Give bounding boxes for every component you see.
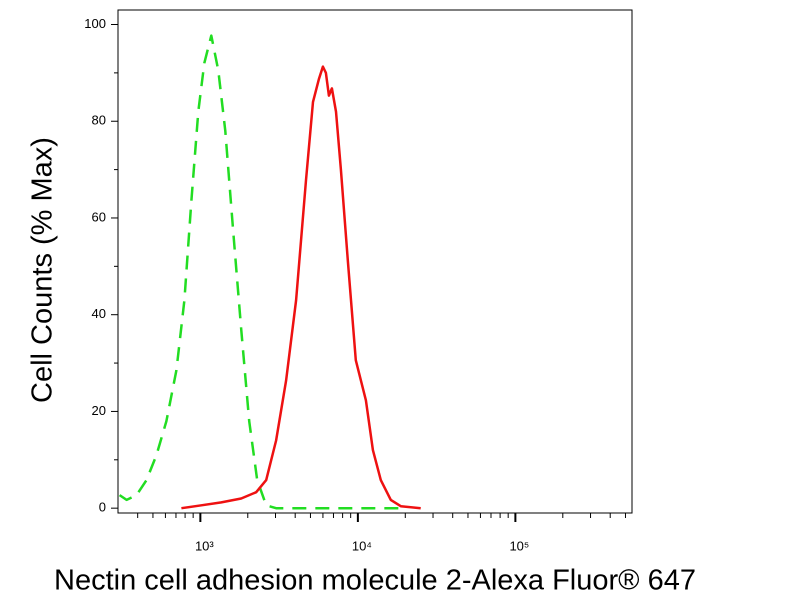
y-tick-label: 20 bbox=[92, 403, 106, 418]
x-axis-label: Nectin cell adhesion molecule 2-Alexa Fl… bbox=[54, 565, 696, 597]
y-tick-label: 40 bbox=[92, 306, 106, 321]
y-tick-label: 0 bbox=[99, 500, 106, 515]
x-tick-label: 10⁵ bbox=[509, 538, 529, 553]
histogram-line bbox=[118, 34, 401, 510]
histogram-line bbox=[181, 65, 421, 510]
y-axis-label: Cell Counts (% Max) bbox=[27, 137, 59, 403]
y-tick-label: 60 bbox=[92, 209, 106, 224]
x-tick-label: 10³ bbox=[195, 538, 214, 553]
y-tick-label: 100 bbox=[84, 16, 106, 31]
plot-frame bbox=[117, 9, 633, 514]
y-tick-label: 80 bbox=[92, 113, 106, 128]
x-tick-label: 10⁴ bbox=[352, 538, 372, 553]
